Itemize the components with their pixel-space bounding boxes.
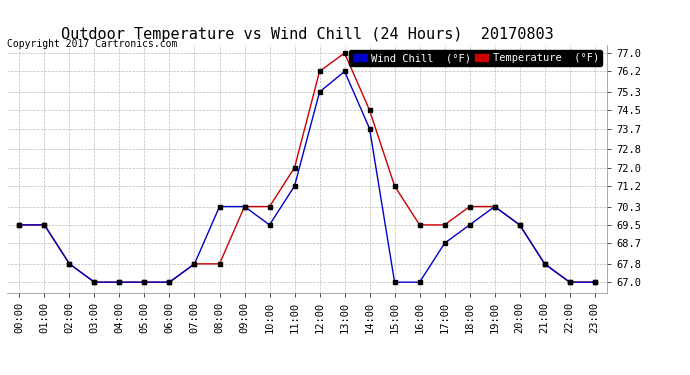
Text: Copyright 2017 Cartronics.com: Copyright 2017 Cartronics.com <box>7 39 177 50</box>
Title: Outdoor Temperature vs Wind Chill (24 Hours)  20170803: Outdoor Temperature vs Wind Chill (24 Ho… <box>61 27 553 42</box>
Legend: Wind Chill  (°F), Temperature  (°F): Wind Chill (°F), Temperature (°F) <box>349 50 602 66</box>
